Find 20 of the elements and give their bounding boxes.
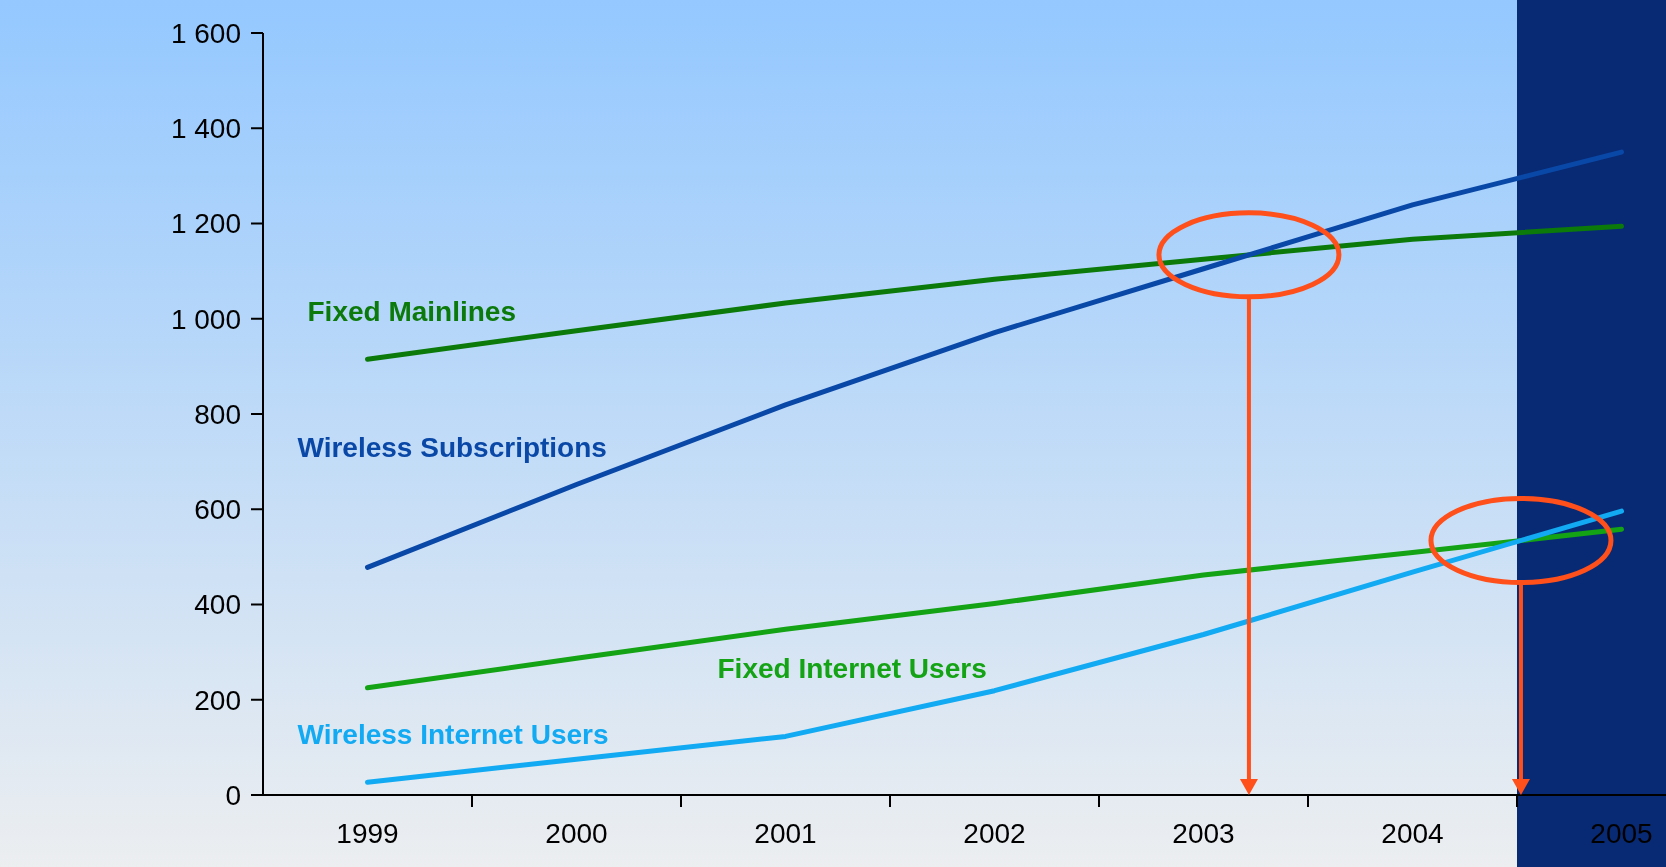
series-label: Wireless Subscriptions xyxy=(297,432,607,464)
y-tick-label: 400 xyxy=(194,589,241,621)
series-label: Wireless Internet Users xyxy=(297,719,609,751)
y-tick-label: 1 600 xyxy=(170,17,241,49)
x-tick-label: 1999 xyxy=(336,818,399,849)
series-label: Fixed Mainlines xyxy=(307,296,516,328)
x-tick-label: 2001 xyxy=(754,818,817,849)
y-tick-label: 1 000 xyxy=(170,303,241,335)
x-tick-label: 2002 xyxy=(963,818,1026,849)
x-tick-label: 2004 xyxy=(1381,818,1444,849)
x-tick-label: 2000 xyxy=(545,818,608,849)
x-tick-label: 2005 xyxy=(1590,818,1653,849)
y-tick-label: 1 200 xyxy=(170,208,241,240)
series-label: Fixed Internet Users xyxy=(717,652,987,684)
y-tick-label: 800 xyxy=(194,398,241,430)
x-tick-label: 2003 xyxy=(1172,818,1235,849)
y-tick-label: 0 xyxy=(225,779,241,811)
y-tick-label: 1 400 xyxy=(170,113,241,145)
y-tick-label: 600 xyxy=(194,494,241,526)
y-tick-label: 200 xyxy=(194,684,241,716)
